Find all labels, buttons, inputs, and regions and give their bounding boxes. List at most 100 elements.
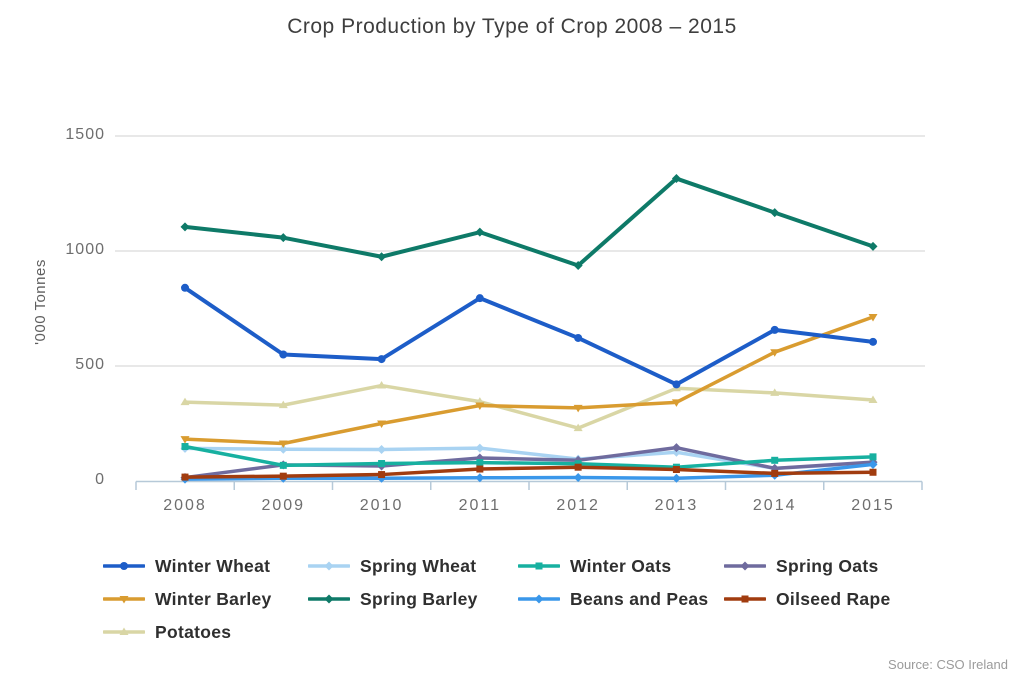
data-point-spring-wheat: [671, 447, 681, 457]
legend-item-potatoes[interactable]: Potatoes: [103, 616, 308, 648]
legend-label: Oilseed Rape: [776, 588, 891, 609]
legend-item-spring-barley[interactable]: Spring Barley: [308, 583, 518, 615]
data-point-winter-barley: [868, 314, 878, 322]
data-point-spring-barley: [671, 174, 681, 184]
legend-marker-spring-wheat: [308, 560, 350, 572]
data-point-spring-barley: [573, 260, 583, 270]
data-point-winter-wheat: [868, 337, 877, 346]
x-tick-label: 2014: [752, 497, 797, 514]
chart-title: Crop Production by Type of Crop 2008 – 2…: [287, 15, 737, 38]
data-point-spring-oats: [671, 443, 681, 453]
y-tick-label: 0: [95, 471, 105, 488]
series-winter-wheat: [181, 283, 877, 389]
legend-item-winter-wheat[interactable]: Winter Wheat: [103, 550, 308, 582]
data-point-spring-barley: [868, 241, 878, 251]
data-point-potatoes: [180, 397, 190, 406]
data-point-beans-and-peas: [573, 473, 583, 483]
data-point-winter-wheat: [377, 355, 386, 364]
y-tick-label: 1000: [65, 241, 105, 258]
data-point-oilseed-rape: [869, 468, 877, 476]
data-point-potatoes: [278, 400, 288, 409]
data-point-winter-barley: [770, 349, 780, 357]
legend-label: Beans and Peas: [570, 588, 709, 609]
data-point-winter-oats: [476, 459, 484, 467]
data-point-winter-wheat: [475, 294, 484, 303]
legend-label: Winter Barley: [155, 588, 272, 609]
data-point-winter-wheat: [181, 283, 189, 292]
legend-label: Spring Oats: [776, 555, 879, 576]
legend-item-beans-and-peas[interactable]: Beans and Peas: [518, 583, 724, 615]
data-point-winter-oats: [869, 453, 877, 461]
data-point-oilseed-rape: [279, 472, 287, 480]
data-point-potatoes: [868, 395, 878, 404]
data-point-winter-wheat: [279, 350, 288, 359]
series-line-potatoes: [183, 383, 875, 430]
legend-marker-potatoes: [103, 626, 145, 638]
data-point-potatoes: [377, 381, 387, 389]
x-tick-label: 2012: [556, 497, 600, 514]
data-point-potatoes: [770, 388, 780, 396]
data-point-oilseed-rape: [771, 469, 779, 477]
source-credit: Source: CSO Ireland: [888, 657, 1008, 672]
legend-item-oilseed-rape[interactable]: Oilseed Rape: [724, 583, 890, 615]
data-point-winter-barley: [180, 436, 190, 444]
x-tick-label: 2013: [654, 497, 699, 514]
legend-marker-winter-wheat: [103, 560, 145, 572]
x-tick-label: 2009: [261, 497, 306, 514]
data-point-spring-barley: [475, 227, 485, 237]
x-tick-label: 2008: [163, 497, 207, 514]
series-line-oilseed-rape: [183, 465, 875, 479]
data-point-spring-wheat: [377, 444, 387, 454]
data-point-winter-oats: [378, 460, 386, 468]
legend-item-winter-oats[interactable]: Winter Oats: [518, 550, 724, 582]
series-spring-barley: [180, 174, 878, 270]
data-point-spring-wheat: [475, 443, 485, 453]
series-line-beans-and-peas: [183, 462, 875, 481]
y-tick-label: 1500: [65, 126, 105, 143]
data-point-beans-and-peas: [868, 459, 878, 469]
data-point-winter-barley: [671, 399, 681, 407]
legend-item-spring-wheat[interactable]: Spring Wheat: [308, 550, 518, 582]
data-point-winter-barley: [278, 440, 288, 449]
legend-item-spring-oats[interactable]: Spring Oats: [724, 550, 890, 582]
data-point-winter-oats: [279, 461, 287, 469]
data-point-beans-and-peas: [475, 473, 485, 483]
legend-marker-beans-and-peas: [518, 593, 560, 605]
legend-marker-spring-oats: [724, 560, 766, 572]
x-tick-label: 2015: [851, 497, 895, 514]
series-potatoes: [180, 381, 878, 432]
data-point-oilseed-rape: [672, 466, 680, 473]
data-point-beans-and-peas: [671, 473, 681, 483]
x-tick-label: 2011: [458, 497, 502, 514]
data-point-spring-barley: [377, 252, 387, 262]
data-point-winter-wheat: [574, 333, 583, 342]
legend-marker-oilseed-rape: [724, 593, 766, 605]
data-point-winter-wheat: [672, 380, 681, 389]
legend: Winter Wheat Spring Wheat Winter Oats Sprin…: [103, 550, 890, 648]
legend-label: Potatoes: [155, 621, 232, 642]
data-point-spring-barley: [770, 208, 780, 218]
legend-marker-spring-barley: [308, 593, 350, 605]
data-point-spring-wheat: [278, 444, 288, 454]
legend-label: Winter Oats: [570, 555, 672, 576]
data-point-oilseed-rape: [378, 471, 386, 479]
data-point-spring-barley: [180, 222, 190, 232]
x-tick-label: 2010: [359, 497, 404, 514]
series-winter-barley: [180, 314, 878, 449]
data-point-winter-oats: [181, 443, 189, 450]
data-point-winter-barley: [377, 420, 387, 428]
data-point-winter-barley: [475, 402, 485, 411]
series-line-winter-oats: [183, 444, 875, 469]
data-point-oilseed-rape: [476, 465, 484, 473]
legend-label: Spring Barley: [360, 588, 478, 609]
series-oilseed-rape: [181, 463, 877, 481]
series-line-winter-barley: [183, 315, 875, 446]
legend-marker-winter-barley: [103, 593, 145, 605]
data-point-spring-barley: [278, 233, 288, 243]
series-line-winter-wheat: [183, 285, 875, 387]
data-point-winter-barley: [573, 404, 583, 413]
legend-item-winter-barley[interactable]: Winter Barley: [103, 583, 308, 615]
legend-marker-winter-oats: [518, 560, 560, 572]
data-point-oilseed-rape: [181, 473, 189, 481]
